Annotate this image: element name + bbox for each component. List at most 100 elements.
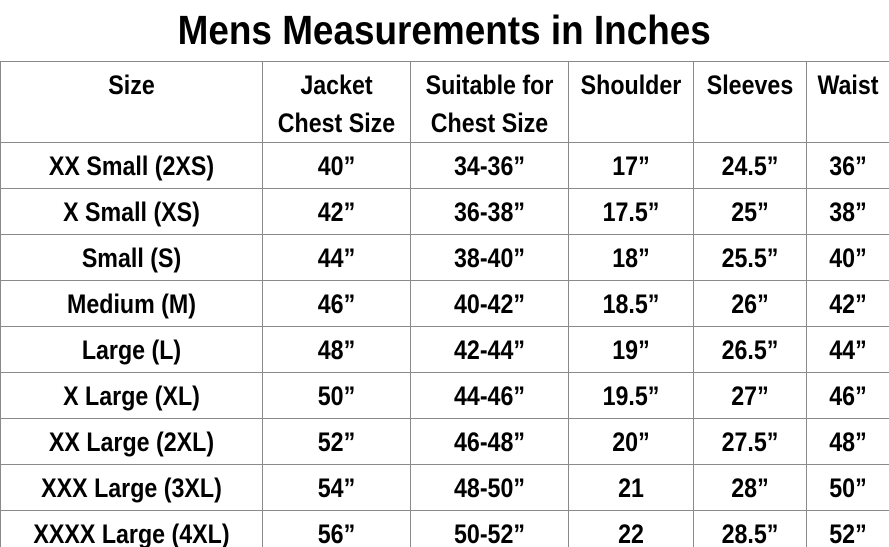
table-cell: 26” [693, 280, 807, 327]
size-table: Size Jacket Chest Size Suitable for Chest Si… [0, 61, 889, 547]
table-cell: 44-46” [410, 372, 569, 419]
cell-text: Large (L) [81, 334, 182, 365]
cell-text: 50-52” [453, 518, 526, 547]
table-cell: 46” [806, 372, 889, 419]
table-cell: XX Small (2XS) [0, 142, 263, 189]
cell-text: 50” [317, 380, 356, 411]
cell-text: 42-44” [453, 334, 526, 365]
table-cell: 40” [806, 234, 889, 281]
table-cell: 18.5” [568, 280, 694, 327]
table-cell: 25” [693, 188, 807, 235]
table-cell: 42” [262, 188, 411, 235]
cell-text: 18” [612, 242, 650, 273]
cell-text: 27” [731, 380, 769, 411]
cell-text: XXXX Large (4XL) [33, 518, 230, 547]
table-cell: 52” [806, 510, 889, 547]
table-cell: 17.5” [568, 188, 694, 235]
table-row: X Small (XS) 42” 36-38” 17.5” 25” 38” [0, 188, 889, 235]
cell-text: XXX Large (3XL) [41, 472, 222, 503]
table-row: X Large (XL) 50” 44-46” 19.5” 27” 46” [0, 372, 889, 419]
table-cell: 44” [806, 326, 889, 373]
table-cell: 28.5” [693, 510, 807, 547]
cell-text: 46” [829, 380, 867, 411]
table-row: XX Large (2XL) 52” 46-48” 20” 27.5” 48” [0, 418, 889, 465]
table-cell: 50” [262, 372, 411, 419]
table-cell: 52” [262, 418, 411, 465]
cell-text: 52” [317, 426, 356, 457]
cell-text: X Small (XS) [63, 196, 200, 227]
table-cell: 17” [568, 142, 694, 189]
cell-text: 56” [317, 518, 356, 547]
cell-text: 42” [317, 196, 356, 227]
table-row: Large (L) 48” 42-44” 19” 26.5” 44” [0, 326, 889, 373]
table-row: XXX Large (3XL) 54” 48-50” 21 28” 50” [0, 464, 889, 511]
cell-text: 25” [731, 196, 769, 227]
header-text: Chest Size [430, 108, 549, 138]
header-text: Sleeves [706, 70, 794, 100]
cell-text: 46-48” [453, 426, 526, 457]
table-cell: 21 [568, 464, 694, 511]
table-cell: 36-38” [410, 188, 569, 235]
table-cell: 38-40” [410, 234, 569, 281]
cell-text: 40-42” [453, 288, 526, 319]
table-row: Medium (M) 46” 40-42” 18.5” 26” 42” [0, 280, 889, 327]
table-cell: 48” [806, 418, 889, 465]
table-cell: 50-52” [410, 510, 569, 547]
header-text: Jacket [300, 70, 373, 100]
table-cell: 46-48” [410, 418, 569, 465]
cell-text: 24.5” [721, 150, 779, 181]
cell-text: 21 [618, 472, 644, 503]
table-cell: 36” [806, 142, 889, 189]
table-cell: X Small (XS) [0, 188, 263, 235]
cell-text: 19.5” [602, 380, 660, 411]
header-cell: Sleeves [693, 61, 807, 143]
cell-text: 36” [829, 150, 867, 181]
table-cell: Small (S) [0, 234, 263, 281]
cell-text: 34-36” [453, 150, 526, 181]
cell-text: 46” [317, 288, 356, 319]
cell-text: X Large (XL) [63, 380, 200, 411]
table-cell: 19.5” [568, 372, 694, 419]
table-cell: X Large (XL) [0, 372, 263, 419]
table-cell: XXXX Large (4XL) [0, 510, 263, 547]
table-cell: 19” [568, 326, 694, 373]
table-cell: 27.5” [693, 418, 807, 465]
table-cell: 44” [262, 234, 411, 281]
header-cell: Suitable for Chest Size [410, 61, 569, 143]
header-cell: Waist [806, 61, 889, 143]
table-cell: 34-36” [410, 142, 569, 189]
table-cell: Medium (M) [0, 280, 263, 327]
table-cell: 48” [262, 326, 411, 373]
page-title: Mens Measurements in Inches [177, 7, 712, 53]
cell-text: 26” [731, 288, 769, 319]
cell-text: 44-46” [453, 380, 526, 411]
cell-text: 36-38” [453, 196, 526, 227]
cell-text: 17” [612, 150, 650, 181]
cell-text: 48” [317, 334, 356, 365]
header-cell: Size [0, 61, 263, 143]
header-text: Size [108, 70, 155, 100]
cell-text: 25.5” [721, 242, 779, 273]
cell-text: 38” [829, 196, 867, 227]
table-cell: Large (L) [0, 326, 263, 373]
table-cell: 25.5” [693, 234, 807, 281]
cell-text: 18.5” [602, 288, 660, 319]
header-text: Shoulder [580, 70, 682, 100]
table-cell: 50” [806, 464, 889, 511]
header-row: Size Jacket Chest Size Suitable for Chest Si… [0, 61, 889, 143]
cell-text: 26.5” [721, 334, 779, 365]
cell-text: 48” [829, 426, 867, 457]
cell-text: 20” [612, 426, 650, 457]
table-cell: 48-50” [410, 464, 569, 511]
cell-text: 52” [829, 518, 867, 547]
cell-text: Small (S) [81, 242, 182, 273]
cell-text: 40” [829, 242, 867, 273]
table-cell: 28” [693, 464, 807, 511]
cell-text: 22 [618, 518, 644, 547]
table-cell: 56” [262, 510, 411, 547]
table-cell: XX Large (2XL) [0, 418, 263, 465]
cell-text: 54” [317, 472, 356, 503]
table-row: XXXX Large (4XL) 56” 50-52” 22 28.5” 52” [0, 510, 889, 547]
table-row: XX Small (2XS) 40” 34-36” 17” 24.5” 36” [0, 142, 889, 189]
